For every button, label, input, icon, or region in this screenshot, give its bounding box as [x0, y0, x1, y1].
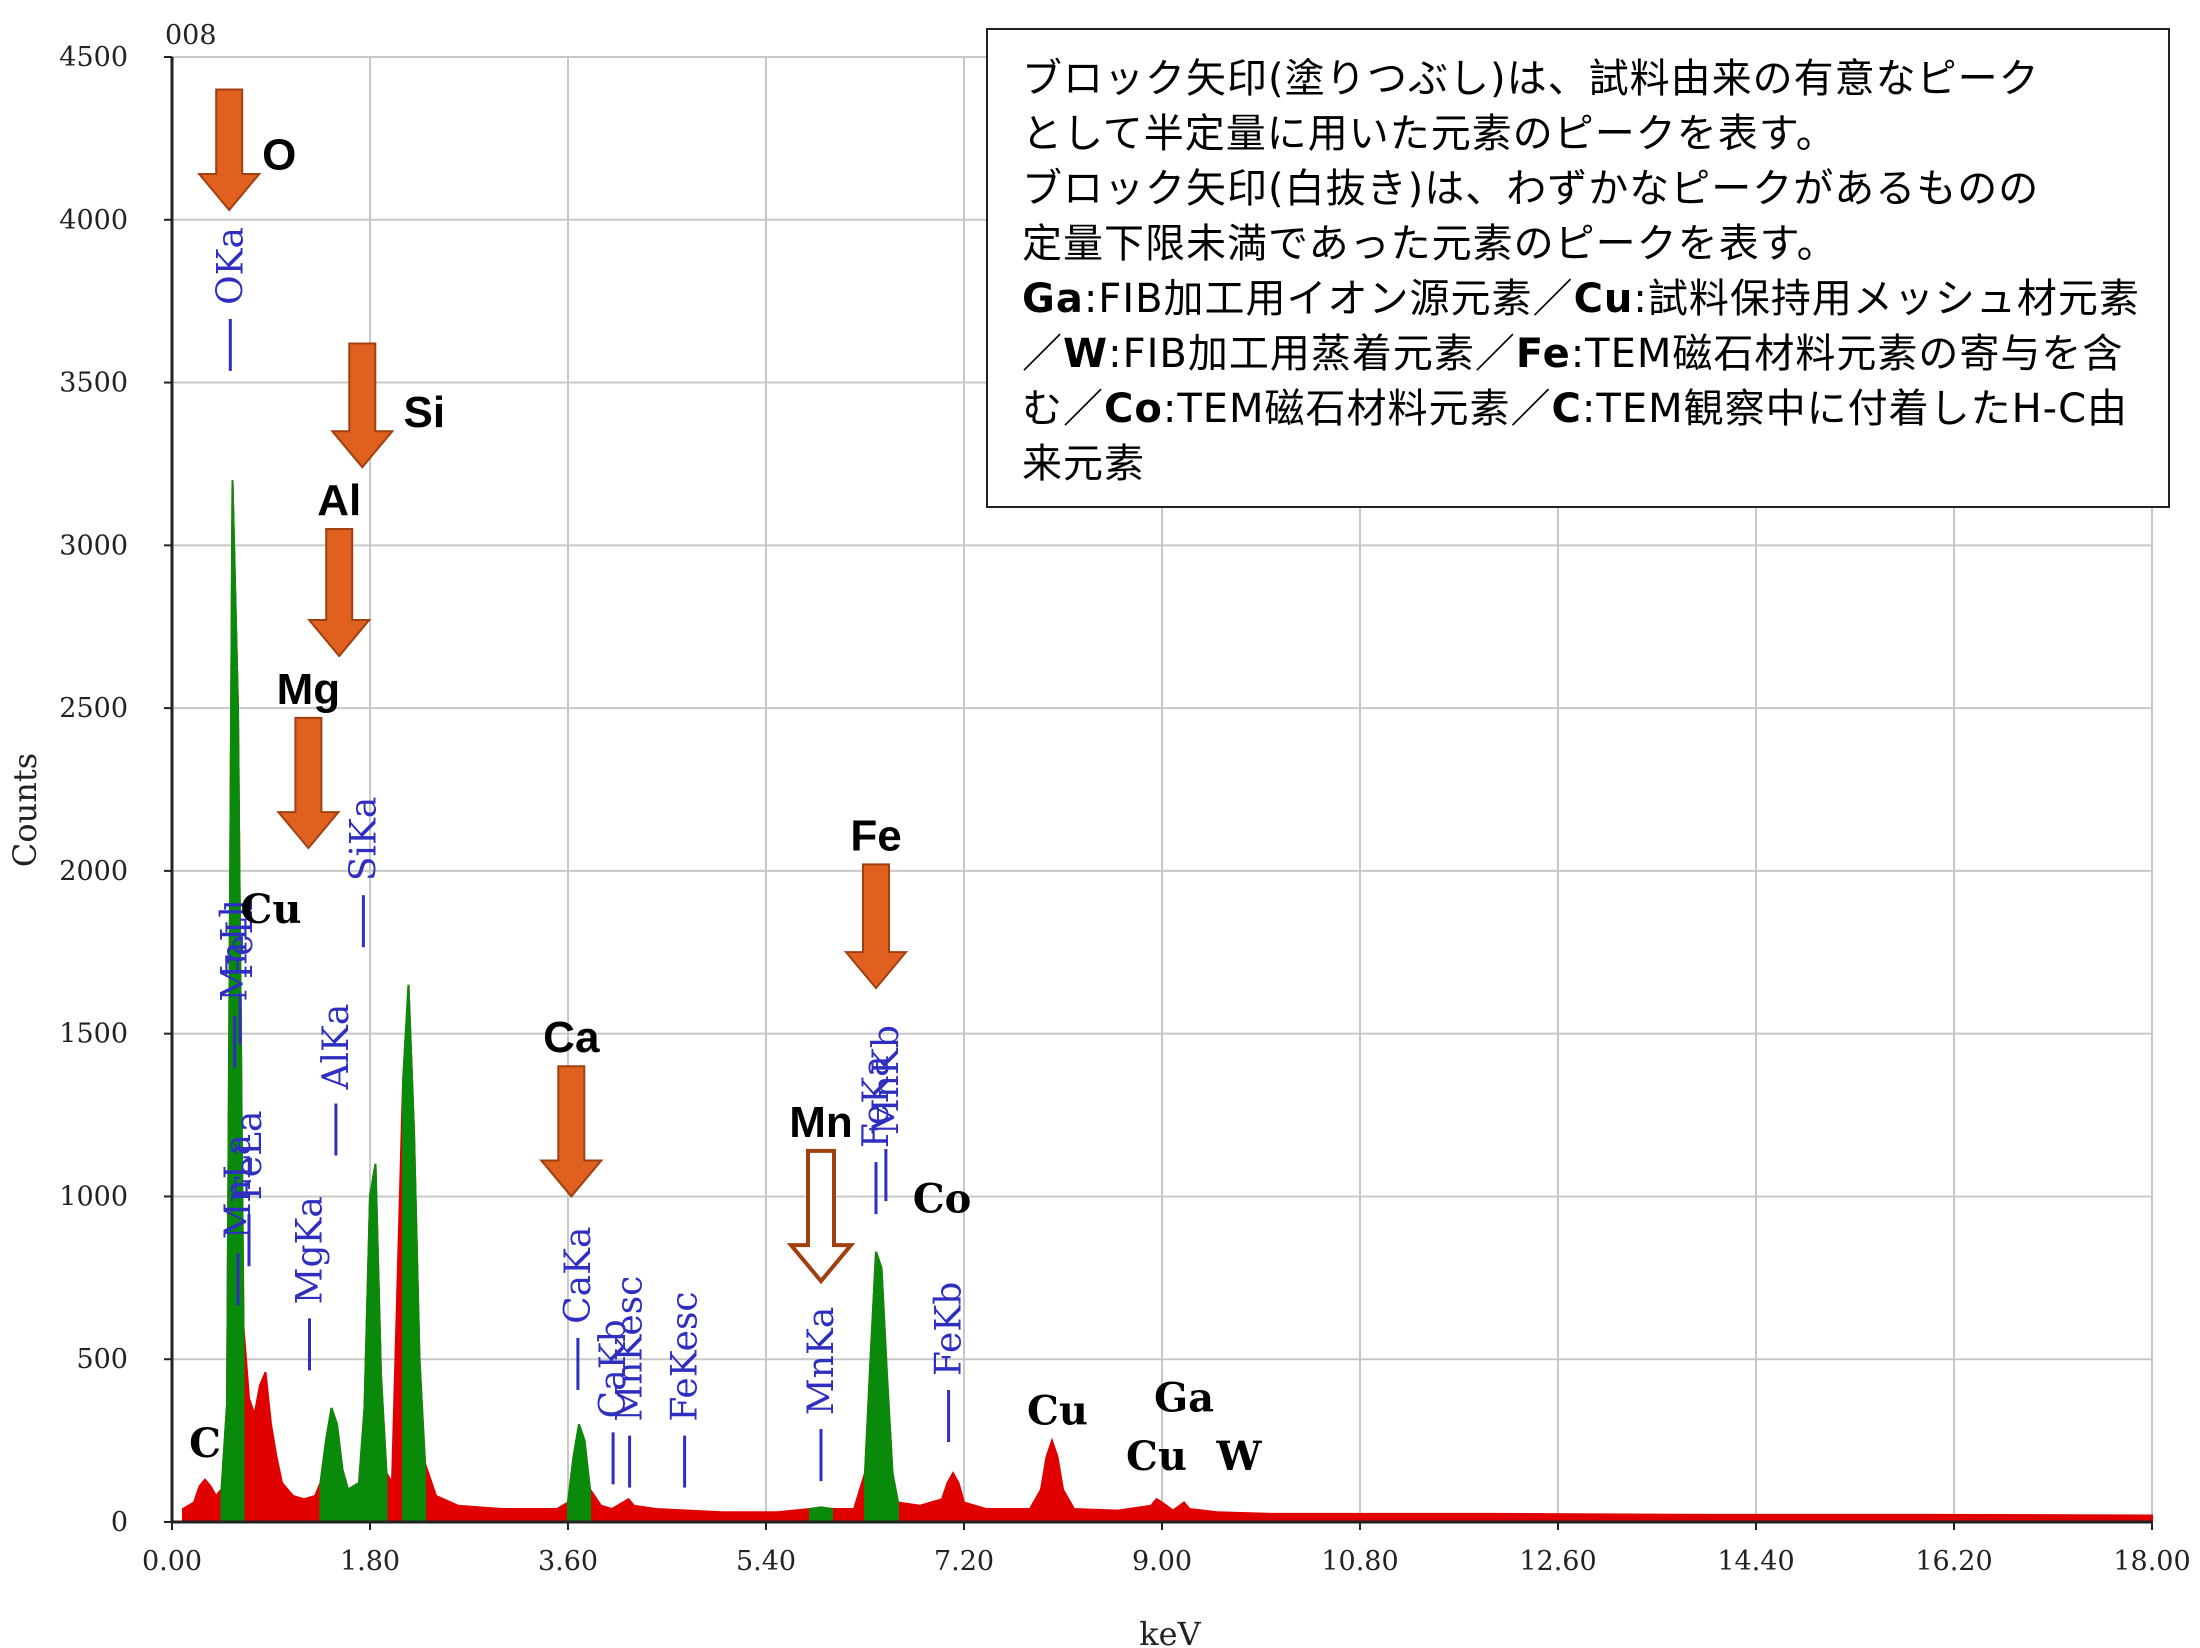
y-axis-title: Counts [6, 753, 44, 867]
legend-element-notes: Ga:FIB加工用イオン源元素／Cu:試料保持用メッシュ材元素／W:FIB加工用… [1022, 272, 2144, 492]
y-tick-label: 4000 [59, 205, 128, 236]
y-tick-label: 4500 [59, 42, 128, 73]
arrow-element-label: Si [404, 388, 446, 437]
block-arrow [276, 716, 341, 850]
spectrum-series [182, 480, 2153, 1523]
corner-label: 008 [165, 20, 217, 51]
x-tick-label: 10.80 [1321, 1546, 1398, 1577]
x-tick-label: 7.20 [934, 1546, 994, 1577]
arrow-element-label: O [262, 131, 296, 180]
x-tick-label: 9.00 [1132, 1546, 1192, 1577]
element-label: Ga [1154, 1374, 1214, 1421]
x-tick-label: 3.60 [538, 1546, 598, 1577]
peak-line-label: CaKa [558, 1227, 599, 1324]
y-tick-label: 1500 [59, 1019, 128, 1050]
legend-note-w: :FIB加工用蒸着元素／ [1108, 331, 1516, 377]
legend-element-fe: Fe [1515, 331, 1571, 377]
legend-line-4: 定量下限未満であった元素のピークを表す。 [1022, 221, 1838, 267]
y-tick-label: 500 [76, 1344, 128, 1375]
arrow-element-label: Fe [850, 811, 901, 860]
x-tick-label: 18.00 [2113, 1546, 2190, 1577]
spectrum-area-highlight [220, 480, 899, 1523]
peak-line-label: MnLl [215, 906, 256, 1001]
legend-note-co: :TEM磁石材料元素／ [1162, 386, 1552, 432]
peak-line-label: OKa [210, 227, 251, 305]
tick-labels: 0.00 1.80 3.60 5.40 7.20 9.00 10.80 12.60 14.40 1… [59, 42, 2190, 1577]
element-label: C [189, 1420, 221, 1467]
x-tick-label: 14.40 [1717, 1546, 1794, 1577]
element-label: Cu [1027, 1387, 1088, 1434]
block-arrow [197, 88, 262, 212]
legend-note-c: :TEM観察中に付着したH-C由来元素 [1022, 386, 2129, 487]
y-tick-label: 1000 [59, 1181, 128, 1212]
x-tick-label: 5.40 [736, 1546, 796, 1577]
axes [164, 56, 2153, 1530]
peak-line-label: MgKa [290, 1196, 331, 1304]
legend-note-cu: :試料保持用メッシュ材元素／ [1022, 276, 2140, 377]
y-tick-label: 2000 [59, 856, 128, 887]
peak-line-label: FeLl [220, 899, 261, 979]
peak-line-label: AlKa [316, 1004, 357, 1091]
block-arrow [539, 1065, 604, 1199]
y-tick-label: 2500 [59, 693, 128, 724]
y-tick-label: 3000 [59, 530, 128, 561]
legend-element-w: W [1063, 331, 1109, 377]
peak-line-label: FeKa [856, 1055, 897, 1148]
block-arrow [786, 1148, 856, 1285]
legend-line-1: ブロック矢印(塗りつぶし)は、試料由来の有意なピーク [1022, 56, 2040, 102]
block-arrow [330, 342, 395, 469]
legend-note-ga: :FIB加工用イオン源元素／ [1083, 276, 1574, 322]
legend-note-fe: :TEM磁石材料元素の寄与を含む／ [1022, 331, 2124, 432]
element-label: Cu [1126, 1433, 1187, 1480]
legend-element-ga: Ga [1022, 276, 1084, 322]
x-tick-label: 1.80 [340, 1546, 400, 1577]
x-axis-title: keV [1139, 1615, 1201, 1648]
peak-line-label: CaKb [593, 1319, 634, 1418]
arrow-element-label: Ca [543, 1013, 600, 1062]
arrow-element-label: Mn [789, 1098, 853, 1147]
x-tick-label: 0.00 [142, 1546, 202, 1577]
peak-line-label: FeKesc [665, 1291, 706, 1421]
y-tick-label: 3500 [59, 368, 128, 399]
legend-line-2: として半定量に用いた元素のピークを表す。 [1022, 111, 1837, 157]
element-label: Co [913, 1176, 972, 1223]
legend-box: ブロック矢印(塗りつぶし)は、試料由来の有意なピーク として半定量に用いた元素の… [986, 28, 2170, 508]
peak-line-label: FeLa [229, 1111, 270, 1201]
peak-line-markers: OKaMnLlFeLlMnLaFeLaMgKaAlKaSiKaCaKaCaKbM… [210, 227, 970, 1488]
peak-line-label: MnKa [801, 1307, 842, 1415]
element-label: W [1216, 1433, 1263, 1480]
legend-element-co: Co [1104, 386, 1163, 432]
block-arrow [843, 863, 909, 990]
arrow-element-label: Al [317, 476, 361, 525]
peak-line-label: MnLa [218, 1134, 259, 1239]
block-arrows: O Si Al Mg Ca Mn Fe [197, 88, 909, 1285]
x-tick-label: 16.20 [1915, 1546, 1992, 1577]
element-labels: C Cu Co Cu Ga Cu W [189, 886, 1262, 1480]
legend-element-cu: Cu [1573, 276, 1634, 322]
y-tick-label: 0 [111, 1507, 128, 1538]
block-arrow [307, 528, 372, 658]
x-tick-label: 12.60 [1519, 1546, 1596, 1577]
peak-line-label: MnKesc [610, 1276, 651, 1422]
peak-line-label: FeKb [929, 1282, 970, 1376]
arrow-element-label: Mg [277, 665, 341, 714]
element-label: Cu [241, 886, 302, 933]
peak-line-label: SiKa [343, 797, 384, 882]
legend-element-c: C [1551, 386, 1582, 432]
legend-line-3: ブロック矢印(白抜き)は、わずかなピークがあるものの [1022, 166, 2040, 212]
peak-line-label: MnKb [866, 1025, 907, 1135]
